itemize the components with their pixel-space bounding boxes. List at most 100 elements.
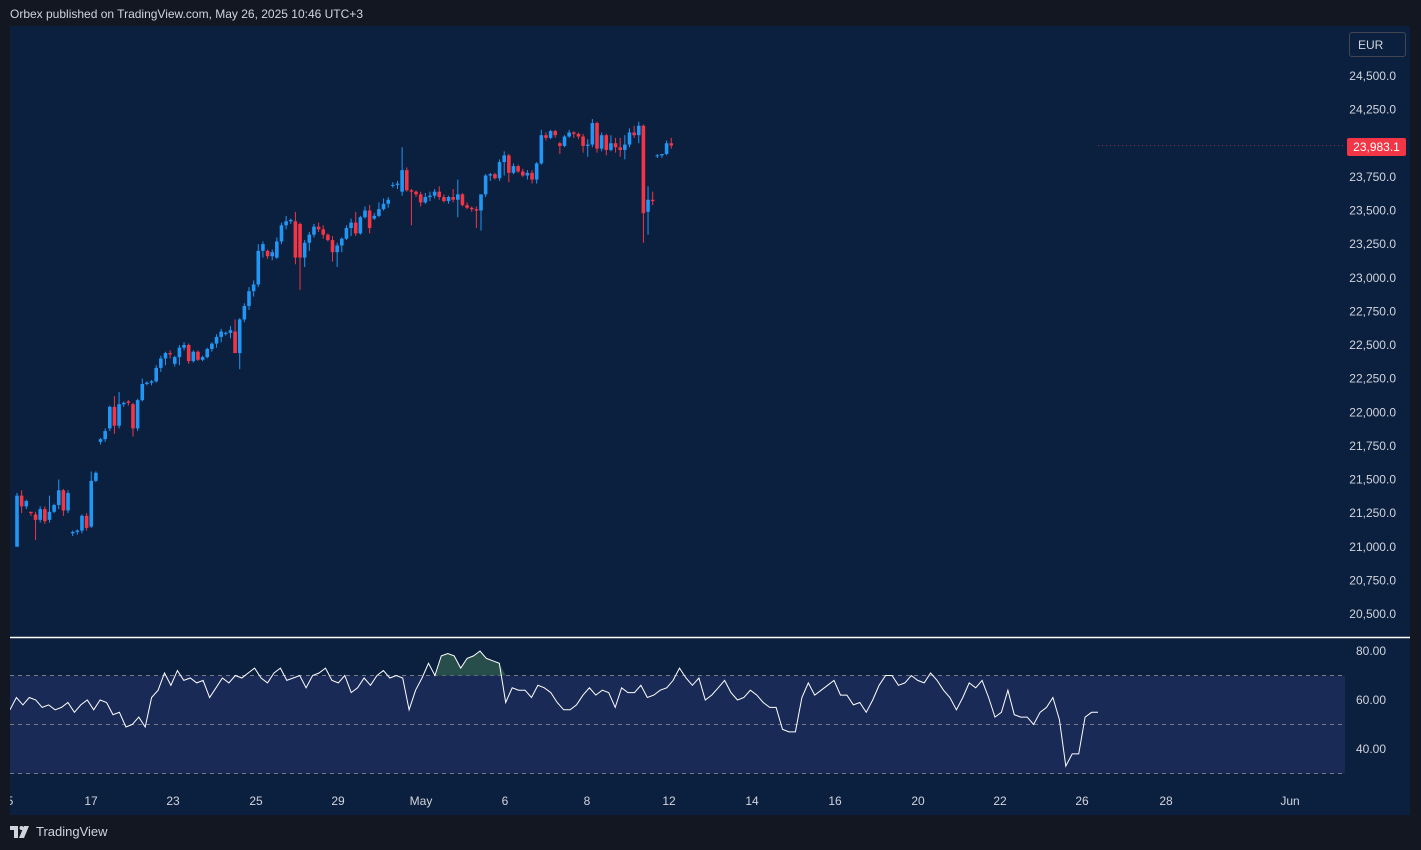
candle-body [103,431,107,440]
candle-body [261,244,265,251]
candle-body [636,125,641,136]
price-axis-tick-label: 24,500.0 [1349,69,1396,83]
price-axis-tick-label: 23,000.0 [1349,271,1396,285]
candle-body [418,194,423,203]
candle-body [493,174,497,179]
candle-body [627,132,632,145]
price-axis-tick-label: 23,250.0 [1349,237,1396,251]
candle-body [131,404,135,429]
candle-body [590,123,595,145]
candle-body [70,531,75,534]
price-axis-tick-label: 22,250.0 [1349,372,1396,386]
candle-body [75,530,80,532]
candle-body [47,511,52,520]
currency-button[interactable]: EUR [1349,32,1406,57]
footer-brand: TradingView [36,824,108,839]
time-axis-tick-label: 23 [166,794,180,808]
tradingview-logo-icon [10,825,30,839]
candle-body [414,191,418,195]
candle-body [488,174,493,176]
candle-body [108,406,112,429]
candle-body [117,404,121,426]
price-axis-tick-label: 22,750.0 [1349,304,1396,318]
candle-body [428,195,432,198]
candle-body [33,514,38,520]
candle-body [242,305,247,320]
candle-body [539,135,544,164]
candle-body [585,144,590,146]
candle-body [126,401,131,403]
rsi-axis-tick-label: 80.00 [1356,644,1386,658]
price-axis-tick-label: 23,750.0 [1349,170,1396,184]
candle-body [38,509,42,520]
candle-body [98,439,103,442]
candle-body [377,209,381,216]
candle-body [84,515,89,528]
candle-body [400,170,404,192]
candle-body [15,495,19,547]
candle-body [646,199,650,212]
candle-body [669,143,674,146]
time-axis-tick-label: 12 [662,794,676,808]
time-axis-tick-label: 26 [1075,794,1089,808]
tradingview-logo[interactable]: TradingView [10,824,108,839]
time-axis-tick-label: 25 [249,794,263,808]
candle-body [186,345,191,362]
candle-body [66,492,70,511]
candle-body [163,353,168,359]
time-axis-tick-label: 29 [331,794,345,808]
candle-body [474,209,479,211]
candle-body [270,252,274,257]
candle-body [469,207,474,210]
candle-body [288,219,293,222]
candle-body [483,175,488,195]
candle-body [553,131,558,136]
candle-body [326,234,330,241]
candle-body [302,242,307,258]
candle-body [172,357,177,364]
candle-body [205,349,210,358]
candle-body [650,199,655,202]
candle-body [191,351,196,362]
candle-body [456,194,460,200]
price-axis-tick-label: 22,500.0 [1349,338,1396,352]
price-axis-tick-label: 20,500.0 [1349,607,1396,621]
candle-body [228,330,233,333]
chart-frame[interactable]: 20,500.0 20,750.0 21,000.0 21,250.0 21,500.0… [10,26,1410,815]
candle-body [344,227,349,239]
candle-body [572,132,576,134]
price-axis-tick-label: 21,750.0 [1349,439,1396,453]
candle-body [423,197,428,203]
time-axis-tick-label: 14 [745,794,759,808]
rsi-axis-tick-label: 60.00 [1356,693,1386,707]
candle-body [24,501,29,507]
candle-body [372,215,377,219]
publisher-header: Orbex published on TradingView.com, May … [10,7,363,21]
candle-body [196,351,200,360]
candle-body [641,125,646,214]
candle-body [94,472,98,481]
candle-body [581,136,585,146]
price-axis-tick-label: 21,250.0 [1349,506,1396,520]
price-axis-tick-label: 24,250.0 [1349,103,1396,117]
candle-body [312,226,316,235]
candle-body [507,155,511,173]
candle-body [618,147,622,150]
candle-body [548,131,553,138]
chart-canvas[interactable]: 20,500.0 20,750.0 21,000.0 21,250.0 21,500.0… [10,26,1410,815]
time-axis-tick-label: 17 [84,794,98,808]
time-axis-tick-label: Jun [1280,794,1299,808]
rsi-line [10,650,1098,768]
candle-body [576,133,581,137]
candle-body [664,143,669,155]
candle-body [404,170,409,191]
price-axis-tick-label: 21,500.0 [1349,473,1396,487]
time-axis-tick-label: 8 [584,794,591,808]
candle-body [544,135,548,138]
candle-body [609,143,613,150]
candle-body [437,191,442,198]
candle-body [567,132,571,137]
candle-body [145,382,149,385]
candle-body [367,210,372,228]
candle-body [293,221,298,258]
